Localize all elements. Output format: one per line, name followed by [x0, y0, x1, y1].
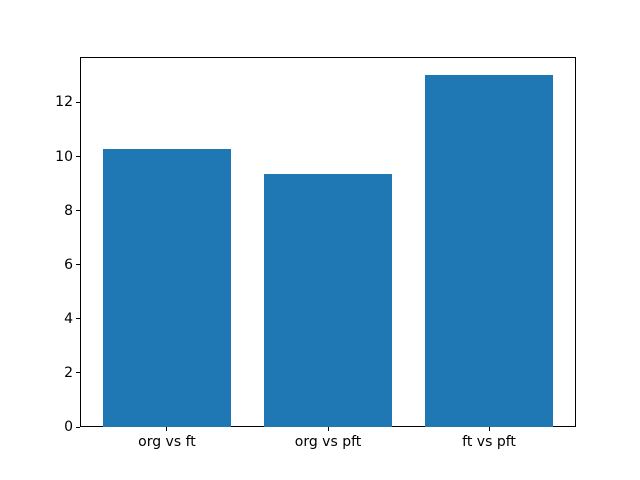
y-tick-mark	[76, 210, 80, 212]
y-tick-mark	[76, 101, 80, 103]
y-tick-label: 4	[64, 310, 73, 327]
y-tick-mark	[76, 318, 80, 320]
x-tick-mark	[166, 427, 168, 431]
y-tick-mark	[76, 156, 80, 158]
y-tick-mark	[76, 264, 80, 266]
x-tick-label: ft vs pft	[462, 434, 516, 450]
x-tick-mark	[327, 427, 329, 431]
bar-org-vs-ft	[102, 148, 232, 427]
y-tick-mark	[76, 426, 80, 428]
y-tick-label: 10	[55, 148, 73, 165]
bar-ft-vs-pft	[424, 74, 554, 427]
x-tick-label: org vs pft	[294, 434, 362, 450]
y-tick-label: 2	[64, 364, 73, 381]
y-tick-label: 12	[55, 94, 73, 111]
y-tick-label: 6	[64, 256, 73, 273]
bar-org-vs-pft	[263, 173, 393, 427]
x-tick-mark	[488, 427, 490, 431]
y-tick-label: 8	[64, 202, 73, 219]
y-tick-label: 0	[64, 419, 73, 435]
x-tick-label: org vs ft	[138, 434, 196, 450]
y-tick-mark	[76, 372, 80, 374]
